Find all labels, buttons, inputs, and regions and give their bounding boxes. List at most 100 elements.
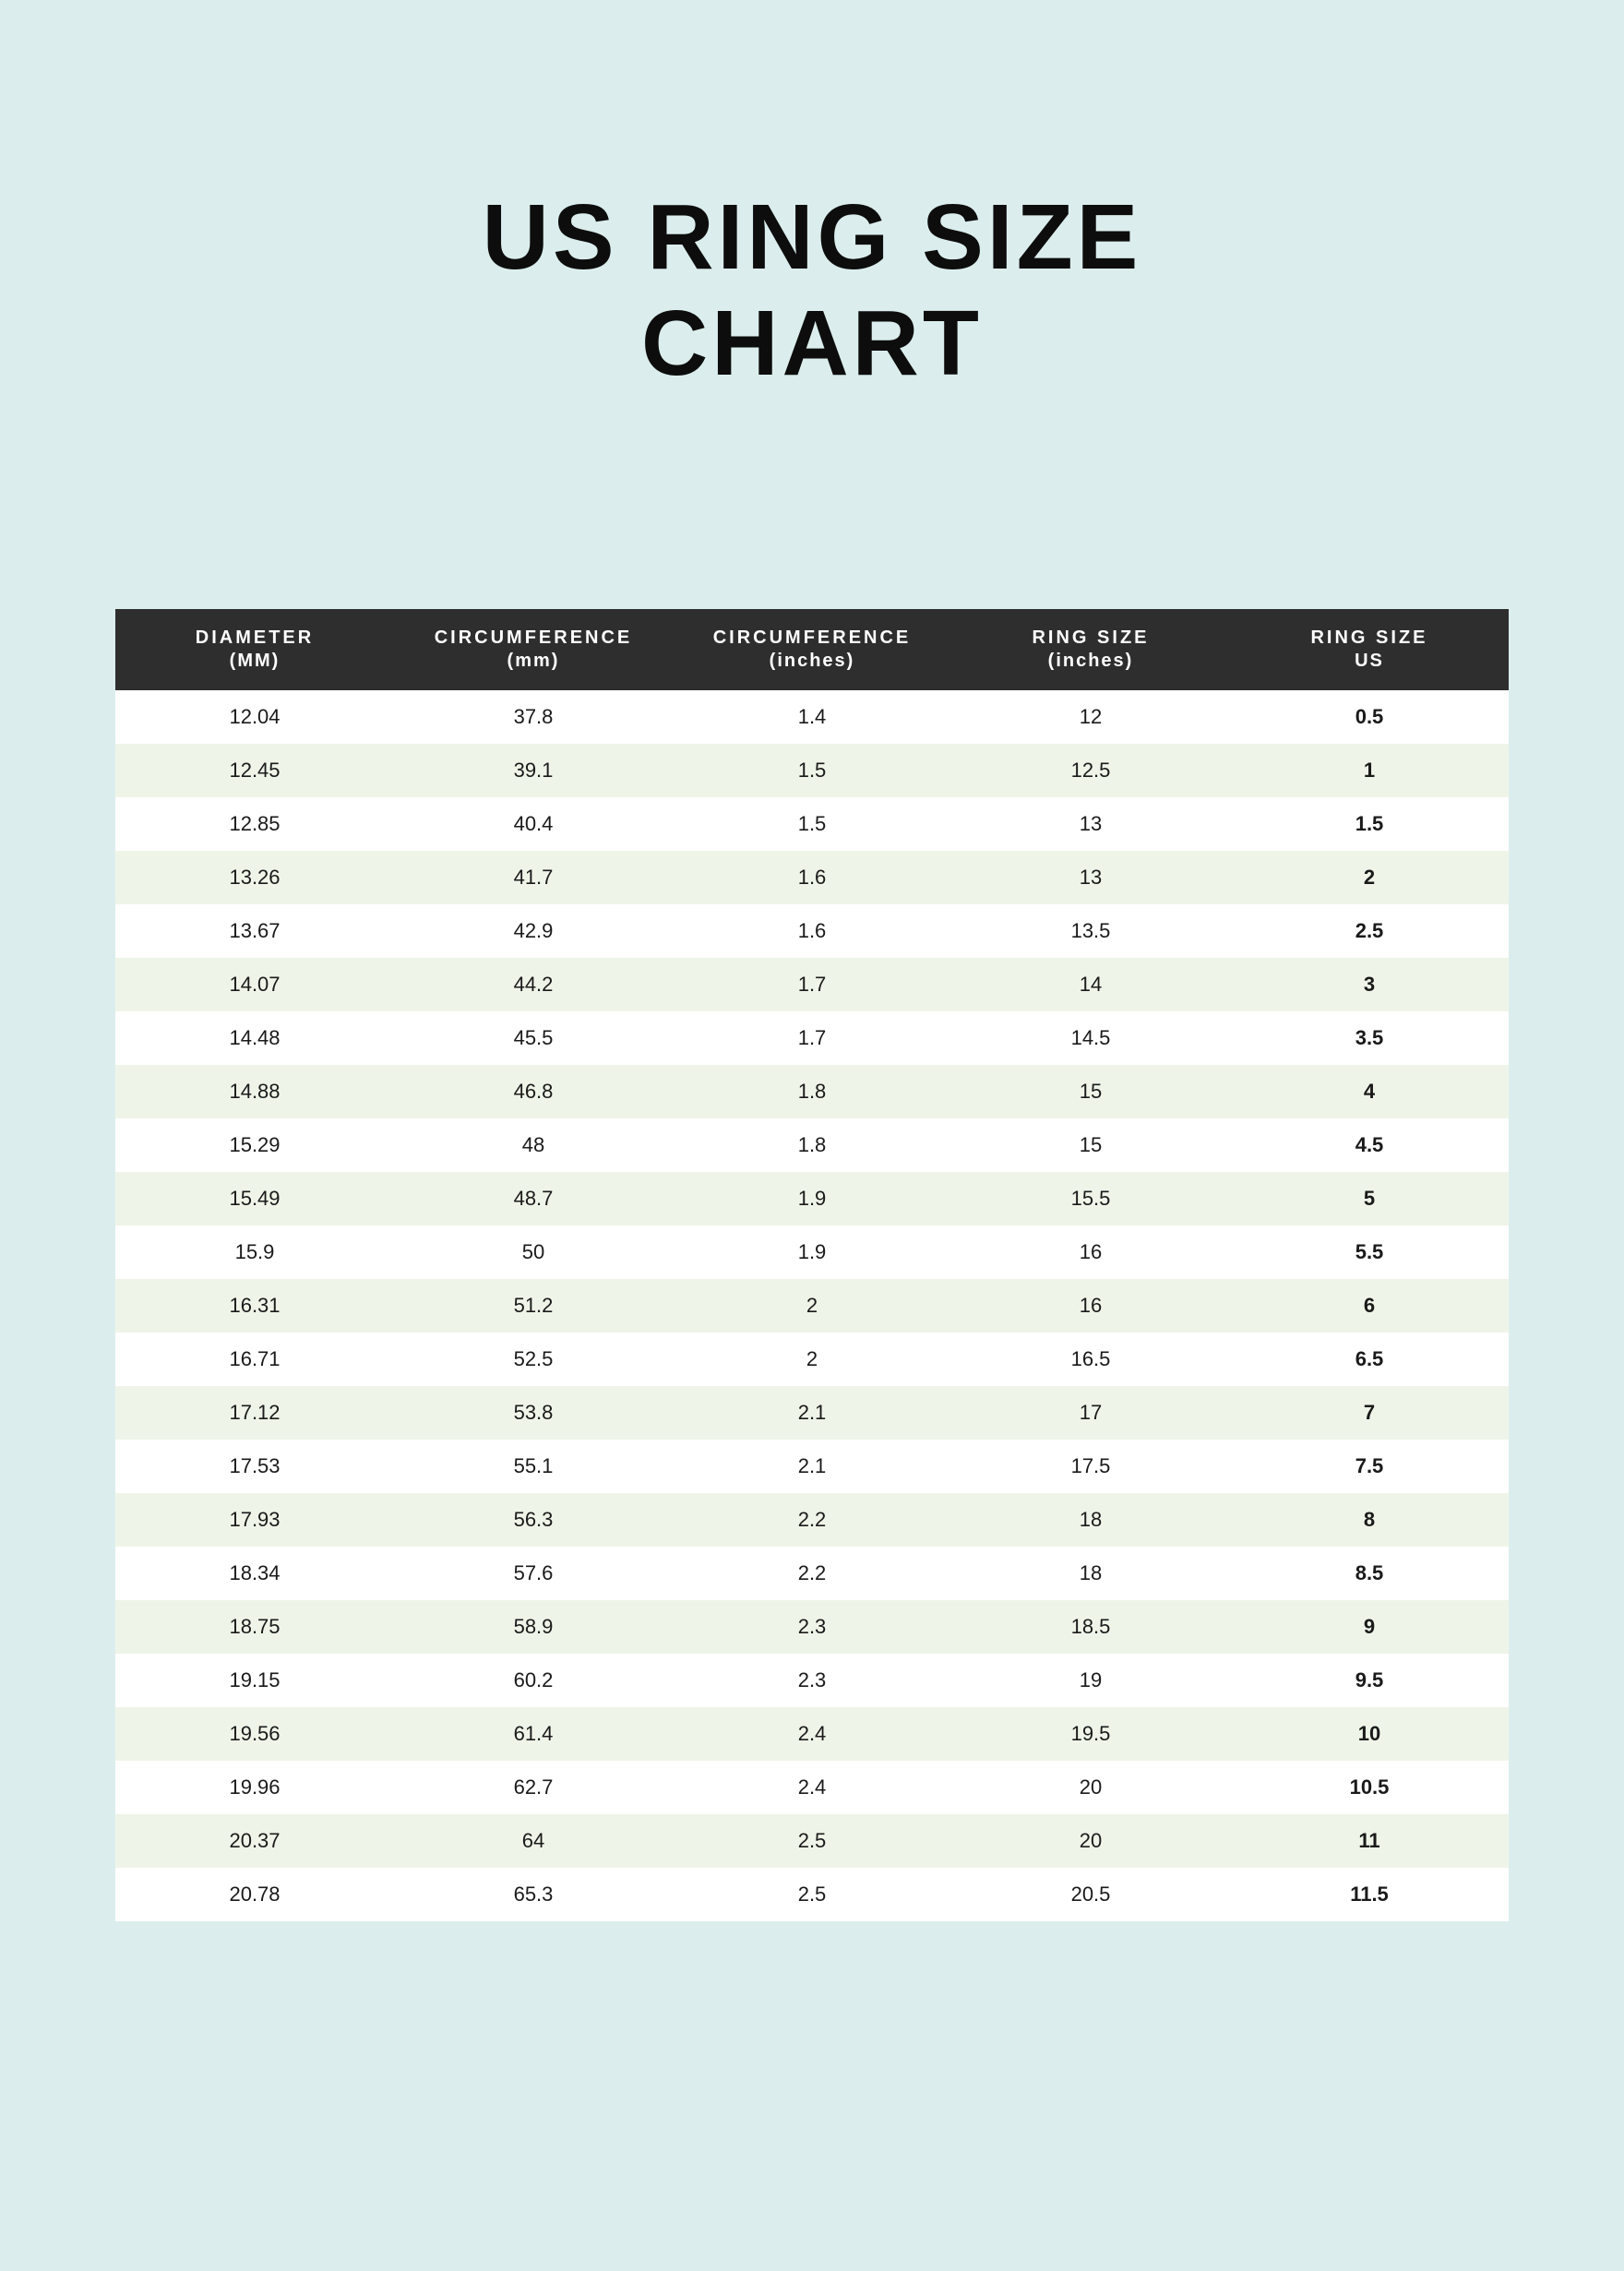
- table-row: 18.3457.62.2188.5: [115, 1547, 1509, 1600]
- table-cell: 2.3: [673, 1654, 951, 1707]
- title-line-1: US RING SIZE: [483, 185, 1142, 289]
- table-cell: 2.5: [673, 1868, 951, 1921]
- table-cell: 41.7: [394, 851, 673, 904]
- table-row: 16.7152.5216.56.5: [115, 1333, 1509, 1386]
- table-cell: 12.85: [115, 797, 394, 851]
- table-row: 17.9356.32.2188: [115, 1493, 1509, 1547]
- size-chart-table-container: DIAMETER (MM) CIRCUMFERENCE(mm)CIRCUMFEREN…: [115, 609, 1509, 1921]
- table-cell: 18.5: [951, 1600, 1230, 1654]
- table-cell: 20.5: [951, 1868, 1230, 1921]
- table-cell: 15: [951, 1065, 1230, 1118]
- table-cell: 46.8: [394, 1065, 673, 1118]
- table-cell: 9.5: [1230, 1654, 1509, 1707]
- table-cell: 4.5: [1230, 1118, 1509, 1172]
- table-cell: 61.4: [394, 1707, 673, 1761]
- column-header: RING SIZE US: [1230, 609, 1509, 690]
- table-cell: 17.53: [115, 1440, 394, 1493]
- table-cell: 3.5: [1230, 1011, 1509, 1065]
- table-cell: 19.15: [115, 1654, 394, 1707]
- column-header-label: CIRCUMFERENCE: [435, 628, 633, 648]
- table-cell: 17: [951, 1386, 1230, 1440]
- table-cell: 14: [951, 958, 1230, 1011]
- table-cell: 16.71: [115, 1333, 394, 1386]
- table-row: 12.8540.41.5131.5: [115, 797, 1509, 851]
- table-cell: 1.5: [673, 744, 951, 797]
- table-cell: 15.29: [115, 1118, 394, 1172]
- table-row: 20.7865.32.520.511.5: [115, 1868, 1509, 1921]
- table-cell: 16.31: [115, 1279, 394, 1333]
- table-cell: 2.5: [1230, 904, 1509, 958]
- column-header: CIRCUMFERENCE(mm): [394, 609, 673, 690]
- page-title: US RING SIZE CHART: [483, 185, 1142, 397]
- table-cell: 53.8: [394, 1386, 673, 1440]
- table-cell: 4: [1230, 1065, 1509, 1118]
- table-row: 19.9662.72.42010.5: [115, 1761, 1509, 1814]
- table-row: 18.7558.92.318.59: [115, 1600, 1509, 1654]
- table-row: 19.5661.42.419.510: [115, 1707, 1509, 1761]
- table-cell: 52.5: [394, 1333, 673, 1386]
- table-cell: 60.2: [394, 1654, 673, 1707]
- table-cell: 18: [951, 1493, 1230, 1547]
- table-cell: 11.5: [1230, 1868, 1509, 1921]
- table-cell: 1.9: [673, 1172, 951, 1225]
- table-cell: 13.67: [115, 904, 394, 958]
- table-row: 17.1253.82.1177: [115, 1386, 1509, 1440]
- size-chart-table: DIAMETER (MM) CIRCUMFERENCE(mm)CIRCUMFEREN…: [115, 609, 1509, 1921]
- table-row: 15.4948.71.915.55: [115, 1172, 1509, 1225]
- table-cell: 15.5: [951, 1172, 1230, 1225]
- table-row: 14.8846.81.8154: [115, 1065, 1509, 1118]
- table-cell: 2: [673, 1279, 951, 1333]
- table-row: 14.0744.21.7143: [115, 958, 1509, 1011]
- column-header-label: DIAMETER: [196, 628, 314, 648]
- table-cell: 13: [951, 797, 1230, 851]
- table-cell: 12.04: [115, 690, 394, 744]
- table-cell: 20: [951, 1814, 1230, 1868]
- table-cell: 37.8: [394, 690, 673, 744]
- table-cell: 1.4: [673, 690, 951, 744]
- table-cell: 48: [394, 1118, 673, 1172]
- table-cell: 19.5: [951, 1707, 1230, 1761]
- table-cell: 55.1: [394, 1440, 673, 1493]
- table-cell: 1: [1230, 744, 1509, 797]
- table-cell: 1.5: [1230, 797, 1509, 851]
- table-cell: 20: [951, 1761, 1230, 1814]
- column-header-sublabel: US: [1239, 651, 1499, 683]
- table-cell: 10: [1230, 1707, 1509, 1761]
- table-cell: 0.5: [1230, 690, 1509, 744]
- table-body: 12.0437.81.4120.512.4539.11.512.5112.854…: [115, 690, 1509, 1921]
- column-header-sublabel: (MM): [125, 651, 385, 683]
- table-cell: 51.2: [394, 1279, 673, 1333]
- table-cell: 18: [951, 1547, 1230, 1600]
- table-cell: 15: [951, 1118, 1230, 1172]
- table-cell: 45.5: [394, 1011, 673, 1065]
- title-line-2: CHART: [641, 292, 983, 395]
- table-row: 13.2641.71.6132: [115, 851, 1509, 904]
- table-cell: 2.4: [673, 1707, 951, 1761]
- table-cell: 20.78: [115, 1868, 394, 1921]
- table-cell: 20.37: [115, 1814, 394, 1868]
- table-cell: 19.96: [115, 1761, 394, 1814]
- column-header: RING SIZE(inches): [951, 609, 1230, 690]
- table-cell: 12.45: [115, 744, 394, 797]
- table-row: 19.1560.22.3199.5: [115, 1654, 1509, 1707]
- column-header-label: RING SIZE: [1310, 628, 1427, 648]
- table-cell: 2.5: [673, 1814, 951, 1868]
- table-cell: 9: [1230, 1600, 1509, 1654]
- table-row: 16.3151.22166: [115, 1279, 1509, 1333]
- table-cell: 13.5: [951, 904, 1230, 958]
- table-cell: 2: [1230, 851, 1509, 904]
- table-cell: 13: [951, 851, 1230, 904]
- table-cell: 1.8: [673, 1065, 951, 1118]
- table-cell: 14.5: [951, 1011, 1230, 1065]
- table-cell: 16: [951, 1225, 1230, 1279]
- table-cell: 62.7: [394, 1761, 673, 1814]
- table-row: 15.9501.9165.5: [115, 1225, 1509, 1279]
- table-cell: 6: [1230, 1279, 1509, 1333]
- table-row: 17.5355.12.117.57.5: [115, 1440, 1509, 1493]
- table-row: 12.4539.11.512.51: [115, 744, 1509, 797]
- table-cell: 3: [1230, 958, 1509, 1011]
- table-cell: 18.75: [115, 1600, 394, 1654]
- table-row: 14.4845.51.714.53.5: [115, 1011, 1509, 1065]
- table-cell: 1.6: [673, 904, 951, 958]
- table-cell: 17.12: [115, 1386, 394, 1440]
